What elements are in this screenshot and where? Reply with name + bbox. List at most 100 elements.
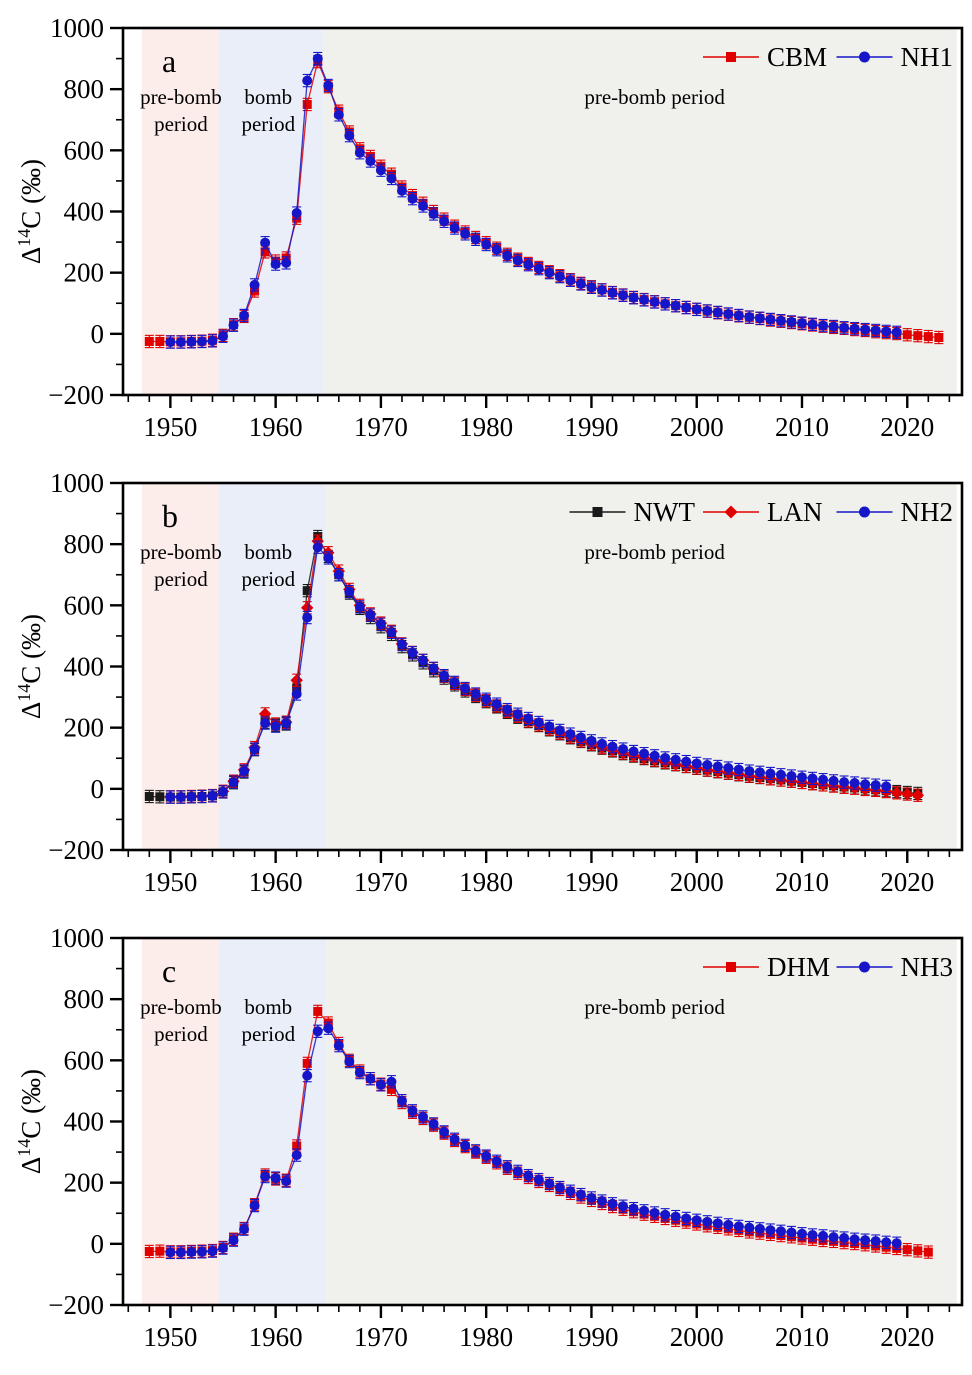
- period-regions: [141, 483, 957, 850]
- pre-bomb-period-label: period: [154, 1022, 208, 1046]
- series-line: [170, 1027, 897, 1254]
- pre-bomb-period-label: pre-bomb: [140, 85, 222, 109]
- y-tick-label: −200: [48, 380, 104, 410]
- legend-marker: [859, 961, 870, 973]
- pre-bomb-period-label: period: [154, 112, 208, 136]
- x-tick-label: 1960: [249, 1322, 303, 1352]
- y-tick-label: 800: [64, 529, 105, 559]
- panel-letter: b: [162, 498, 178, 534]
- post-period-label: pre-bomb period: [584, 995, 725, 1019]
- pre-bomb-shading: [141, 938, 219, 1305]
- x-tick-label: 1980: [459, 412, 513, 442]
- x-tick-label: 2000: [670, 867, 724, 897]
- panel-a: 1950 1960 1970 1980 1990 2000 2010 2020 −200 0 200…: [0, 0, 972, 455]
- axis-ticks: [110, 26, 951, 408]
- pre-bomb-shading: [141, 483, 219, 850]
- legend-label: CBM: [767, 42, 827, 72]
- x-tick-label: 2010: [775, 412, 829, 442]
- bomb-period-label: period: [241, 112, 295, 136]
- panel-letter: a: [162, 43, 176, 79]
- y-tick-label: 0: [91, 1229, 105, 1259]
- y-tick-label: 0: [91, 774, 105, 804]
- panel-letter: c: [162, 953, 176, 989]
- x-tick-label: 2010: [775, 867, 829, 897]
- post-period-label: pre-bomb period: [584, 540, 725, 564]
- x-tick-label: 1980: [459, 867, 513, 897]
- series-NH3: [165, 1021, 902, 1260]
- x-tick-label: 1950: [143, 412, 197, 442]
- bomb-period-label: period: [241, 567, 295, 591]
- y-tick-label: 600: [64, 1045, 105, 1075]
- x-tick-label: 1960: [249, 412, 303, 442]
- legend-marker: [859, 506, 870, 518]
- bomb-period-label: bomb: [244, 540, 292, 564]
- y-tick-label: 400: [64, 1107, 105, 1137]
- y-tick-label: 400: [64, 652, 105, 682]
- legend: NWT LAN NH2: [569, 497, 954, 527]
- y-tick-label: 1000: [50, 468, 104, 498]
- x-tick-label: 2020: [880, 867, 934, 897]
- y-tick-label: 400: [64, 197, 105, 227]
- x-tick-label: 1950: [143, 1322, 197, 1352]
- panel-c: 1950 1960 1970 1980 1990 2000 2010 2020 −200 0 200…: [0, 910, 972, 1375]
- axis-ticks: [110, 481, 951, 863]
- bomb-shading: [218, 938, 327, 1305]
- x-tick-label: 1970: [354, 412, 408, 442]
- period-regions: [141, 28, 957, 395]
- bomb-period-label: bomb: [244, 85, 292, 109]
- period-regions: [141, 938, 957, 1305]
- x-tick-label: 2020: [880, 412, 934, 442]
- y-tick-label: 600: [64, 590, 105, 620]
- legend-marker: [726, 962, 736, 972]
- legend-marker: [724, 505, 738, 519]
- y-tick-label: 200: [64, 258, 105, 288]
- y-tick-label: 200: [64, 713, 105, 743]
- x-tick-label: 1960: [249, 867, 303, 897]
- legend-label: LAN: [767, 497, 823, 527]
- x-tick-label: 1970: [354, 867, 408, 897]
- bomb-period-label: bomb: [244, 995, 292, 1019]
- pre-bomb-period-label: pre-bomb: [140, 995, 222, 1019]
- pre-bomb-period-label: pre-bomb: [140, 540, 222, 564]
- x-tick-label: 1990: [564, 867, 618, 897]
- x-tick-label: 1970: [354, 1322, 408, 1352]
- legend-label: DHM: [767, 952, 830, 982]
- y-axis-title: Δ14C (‰): [14, 1069, 46, 1174]
- panel-c-chart: 1950 1960 1970 1980 1990 2000 2010 2020 −200 0 200…: [14, 923, 964, 1352]
- legend-label: NWT: [634, 497, 696, 527]
- series-markers: [165, 53, 902, 348]
- y-tick-label: 600: [64, 135, 105, 165]
- legend-marker: [859, 51, 870, 63]
- y-tick-label: −200: [48, 835, 104, 865]
- x-tick-label: 1980: [459, 1322, 513, 1352]
- series-NH1: [165, 51, 902, 349]
- y-tick-label: 1000: [50, 13, 104, 43]
- x-tick-label: 2000: [670, 1322, 724, 1352]
- bomb-shading: [218, 483, 327, 850]
- y-tick-label: 0: [91, 319, 105, 349]
- bomb-period-label: period: [241, 1022, 295, 1046]
- y-tick-label: 1000: [50, 923, 104, 953]
- axis-ticks: [110, 936, 951, 1318]
- y-tick-label: 200: [64, 1168, 105, 1198]
- y-axis-title: Δ14C (‰): [14, 159, 46, 264]
- legend-label: NH1: [901, 42, 954, 72]
- legend-label: NH2: [901, 497, 954, 527]
- series-markers: [165, 1023, 902, 1258]
- y-tick-label: −200: [48, 1290, 104, 1320]
- legend-marker: [592, 507, 603, 517]
- series-NH2: [165, 540, 892, 804]
- post-period-label: pre-bomb period: [584, 85, 725, 109]
- series-line: [170, 56, 897, 343]
- pre-bomb-period-label: period: [154, 567, 208, 591]
- bomb-shading: [218, 28, 324, 395]
- legend-label: NH3: [901, 952, 954, 982]
- x-tick-label: 2020: [880, 1322, 934, 1352]
- y-tick-label: 800: [64, 984, 105, 1014]
- x-tick-label: 2000: [670, 412, 724, 442]
- y-axis-title: Δ14C (‰): [14, 614, 46, 719]
- pre-bomb-shading: [141, 28, 219, 395]
- series-markers: [165, 542, 892, 803]
- x-tick-label: 1990: [564, 412, 618, 442]
